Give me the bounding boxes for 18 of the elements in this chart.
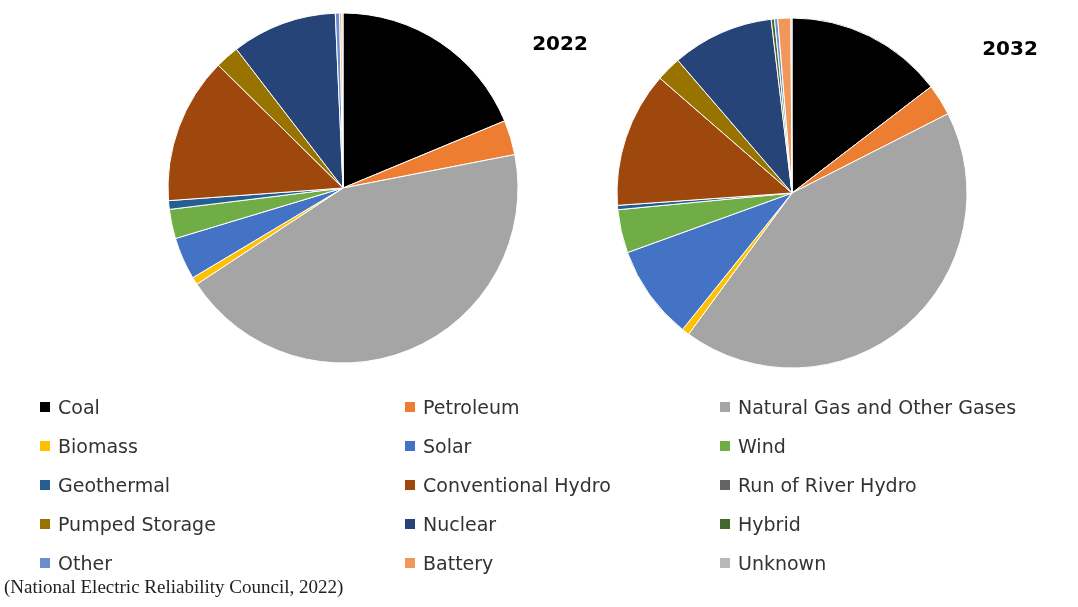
legend-label: Battery xyxy=(423,552,494,574)
legend-label: Solar xyxy=(423,435,472,457)
text: (National Electric Reliability Council, 2022) xyxy=(4,576,344,598)
slice-label: 2022 xyxy=(532,31,588,55)
legend-label: Pumped Storage xyxy=(58,513,216,535)
slice-label: 2032 xyxy=(982,36,1038,60)
legend-label: Unknown xyxy=(738,552,827,574)
legend-label: Biomass xyxy=(58,435,138,457)
legend-label: Nuclear xyxy=(423,513,497,535)
legend-label: Petroleum xyxy=(423,396,520,418)
legend-label: Hybrid xyxy=(738,513,801,535)
legend-label: Conventional Hydro xyxy=(423,474,611,496)
legend-label: Coal xyxy=(58,396,100,418)
legend-label: Wind xyxy=(738,435,786,457)
legend-label: Run of River Hydro xyxy=(738,474,917,496)
legend-label: Geothermal xyxy=(58,474,171,496)
legend-label: Natural Gas and Other Gases xyxy=(738,396,1017,418)
legend-label: Other xyxy=(58,552,112,574)
